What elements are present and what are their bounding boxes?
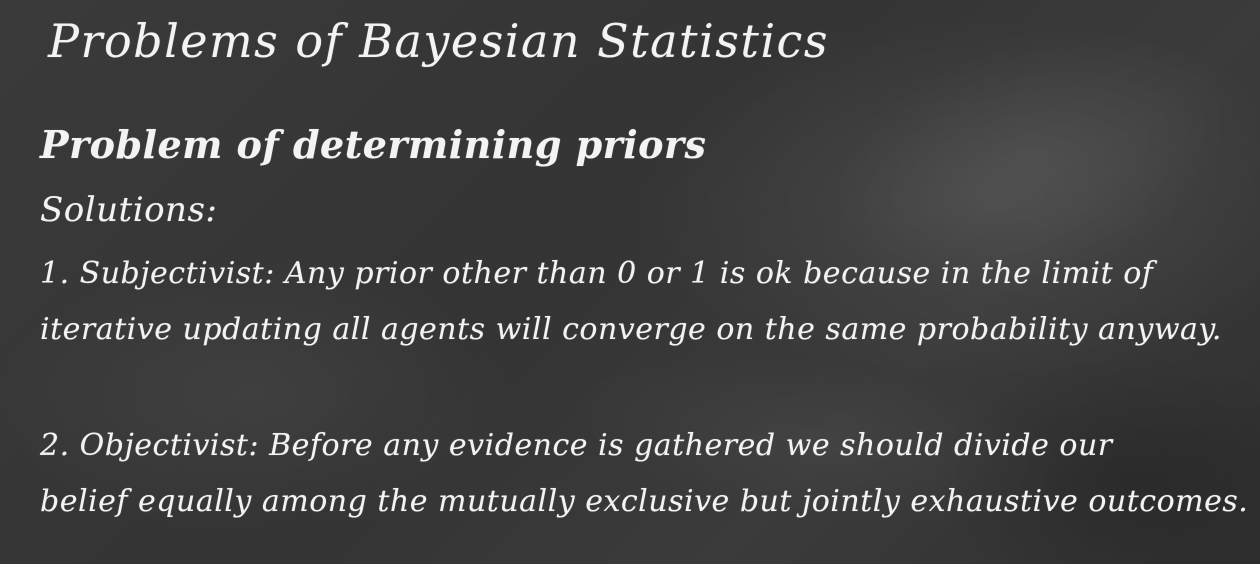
- solution-1-line-2: iterative updating all agents will conve…: [40, 312, 1222, 347]
- solution-1-line-1: 1. Subjectivist: Any prior other than 0 …: [40, 256, 1154, 291]
- section-heading: Problem of determining priors: [40, 122, 707, 167]
- solution-2-line-2: belief equally among the mutually exclus…: [40, 484, 1249, 519]
- solution-2-line-1: 2. Objectivist: Before any evidence is g…: [40, 428, 1113, 463]
- page-title: Problems of Bayesian Statistics: [48, 14, 829, 68]
- solutions-label: Solutions:: [40, 190, 218, 230]
